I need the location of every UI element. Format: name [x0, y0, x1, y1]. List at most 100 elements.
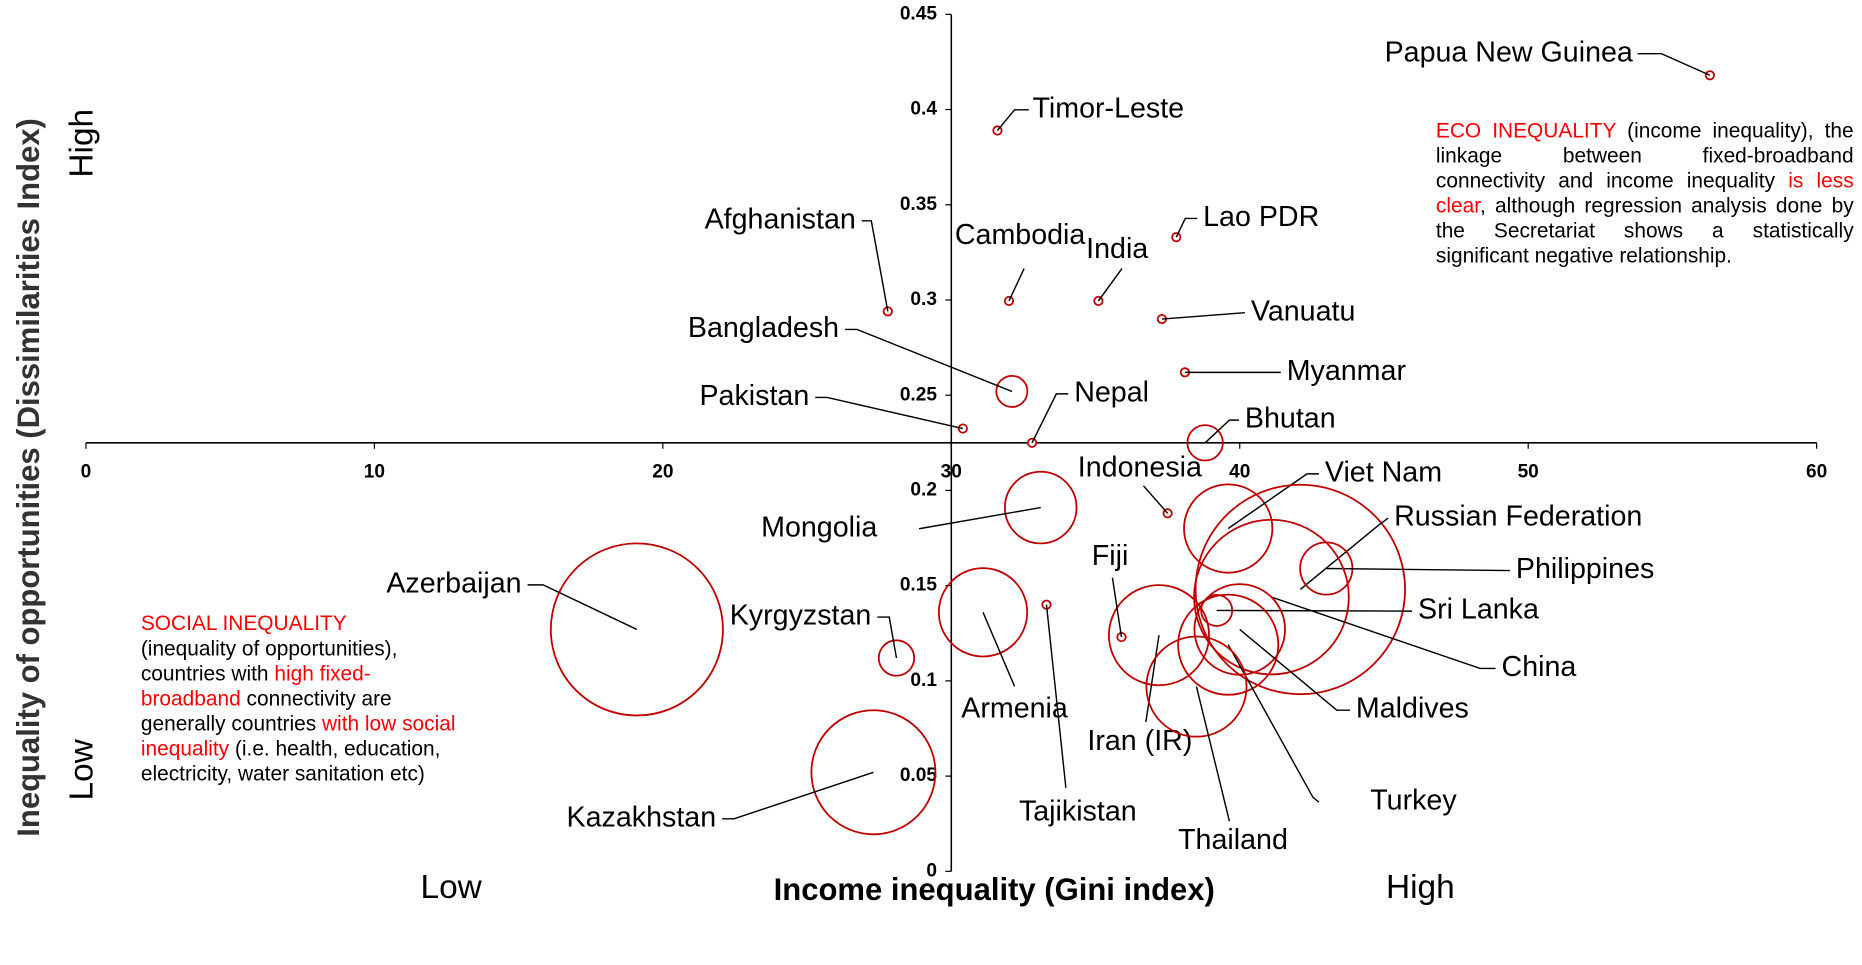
y-tick-label: 0 [926, 860, 937, 881]
bubble [1108, 584, 1210, 687]
bubble [1004, 470, 1078, 545]
point-label: India [1086, 233, 1148, 265]
leader-line [1175, 217, 1198, 238]
social-annotation: SOCIAL INEQUALITY (inequality of opportun… [141, 611, 469, 786]
point-label: Tajikistan [1019, 795, 1137, 827]
point-label: Indonesia [1078, 452, 1202, 484]
x-high-label: High [1386, 869, 1455, 906]
point-label: Philippines [1516, 553, 1654, 585]
leader-line [861, 220, 889, 312]
x-tick-label: 50 [1518, 462, 1539, 483]
annotation-text: with low social inequality [140, 711, 456, 761]
y-low-label: Low [63, 738, 100, 800]
leader-line [1111, 577, 1123, 638]
bubble [1194, 483, 1406, 696]
leader-line [1326, 567, 1510, 572]
y-tick-label: 0.45 [900, 3, 938, 24]
bubble [1145, 635, 1248, 738]
leader-line [1008, 268, 1025, 302]
leader-line [1216, 609, 1413, 612]
leader-line [1097, 268, 1123, 302]
bubble [1183, 483, 1274, 574]
leader-line [1204, 419, 1239, 444]
annotation-text: ECO INEQUALITY [1435, 118, 1617, 143]
point-label: Mongolia [761, 511, 877, 543]
y-tick-label: 0.35 [900, 194, 938, 215]
point-label: Kazakhstan [567, 801, 717, 833]
y-tick-label: 0.1 [910, 670, 937, 691]
bubble [937, 567, 1029, 658]
point-label: Russian Federation [1394, 501, 1642, 533]
x-tick-label: 40 [1229, 462, 1250, 483]
leader-line [1637, 52, 1711, 76]
y-tick-label: 0.05 [900, 765, 938, 786]
y-tick-label: 0.2 [910, 479, 937, 500]
point-label: Sri Lanka [1418, 594, 1539, 626]
bubble [1026, 437, 1038, 448]
point-label: Armenia [961, 693, 1068, 725]
leader-line [815, 396, 963, 430]
point-label: Fiji [1092, 540, 1129, 572]
leader-line [1227, 473, 1319, 530]
x-axis-title: Income inequality (Gini index) [774, 872, 1215, 907]
leader-line [527, 584, 638, 631]
point-label: Bhutan [1245, 403, 1336, 435]
point-label: China [1502, 651, 1577, 683]
point-label: Thailand [1178, 824, 1288, 856]
x-tick-label: 10 [364, 462, 385, 483]
y-axis-title: Inequality of opportunities (Dissimilari… [11, 118, 46, 837]
bubble [1704, 70, 1715, 81]
leader-line [918, 506, 1041, 530]
bubble [1193, 518, 1350, 676]
bubble [995, 374, 1029, 408]
point-label: Cambodia [955, 219, 1086, 251]
leader-line [1195, 686, 1231, 822]
point-label: Afghanistan [705, 203, 856, 235]
point-label: Myanmar [1287, 355, 1407, 387]
bubble [810, 709, 937, 836]
point-label: Viet Nam [1325, 456, 1442, 488]
point-label: Vanuatu [1251, 295, 1356, 327]
point-label: Nepal [1074, 376, 1149, 408]
x-tick-label: 60 [1806, 462, 1827, 483]
annotation-text: (i.e. health, education, electricity, wa… [140, 736, 441, 786]
leader-line [1271, 596, 1496, 670]
x-tick-label: 30 [941, 462, 962, 483]
point-label: Kyrgyzstan [730, 600, 872, 632]
point-label: Iran (IR) [1087, 725, 1192, 757]
point-label: Lao PDR [1203, 201, 1319, 233]
bubble [1186, 424, 1224, 462]
leader-line [1161, 312, 1245, 320]
leader-line [1145, 635, 1160, 723]
leader-line [1299, 517, 1389, 591]
leader-line [1227, 644, 1320, 803]
annotation-text: SOCIAL INEQUALITY [140, 611, 347, 635]
y-high-label: High [63, 109, 100, 178]
annotation-text: high fixed-broadband [140, 661, 371, 711]
annotation-text: (inequality of opportunities), countries… [140, 636, 398, 686]
y-tick-label: 0.3 [910, 289, 937, 310]
bubble [877, 639, 916, 677]
y-tick-label: 0.25 [900, 384, 938, 405]
annotation-text: (income inequality), the linkage between… [1435, 118, 1854, 193]
y-tick-label: 0.15 [900, 575, 938, 596]
point-label: Azerbaijan [386, 567, 521, 599]
x-tick-label: 20 [652, 462, 673, 483]
leader-line [845, 328, 1013, 393]
leader-line [1031, 393, 1069, 444]
leader-line [1045, 604, 1067, 788]
x-tick-label: 0 [81, 462, 92, 483]
point-label: Bangladesh [688, 312, 839, 344]
leader-line [982, 612, 1016, 687]
point-label: Papua New Guinea [1385, 36, 1633, 68]
bubble [1193, 583, 1286, 676]
eco-annotation: ECO INEQUALITY (income inequality), the … [1436, 118, 1854, 268]
y-tick-label: 0.4 [910, 99, 937, 120]
leader-line [1142, 485, 1169, 514]
annotation-text: is less clear [1435, 168, 1854, 218]
x-low-label: Low [421, 869, 483, 906]
point-label: Turkey [1370, 785, 1457, 817]
point-label: Timor-Leste [1032, 92, 1184, 124]
leader-line [1239, 628, 1350, 711]
